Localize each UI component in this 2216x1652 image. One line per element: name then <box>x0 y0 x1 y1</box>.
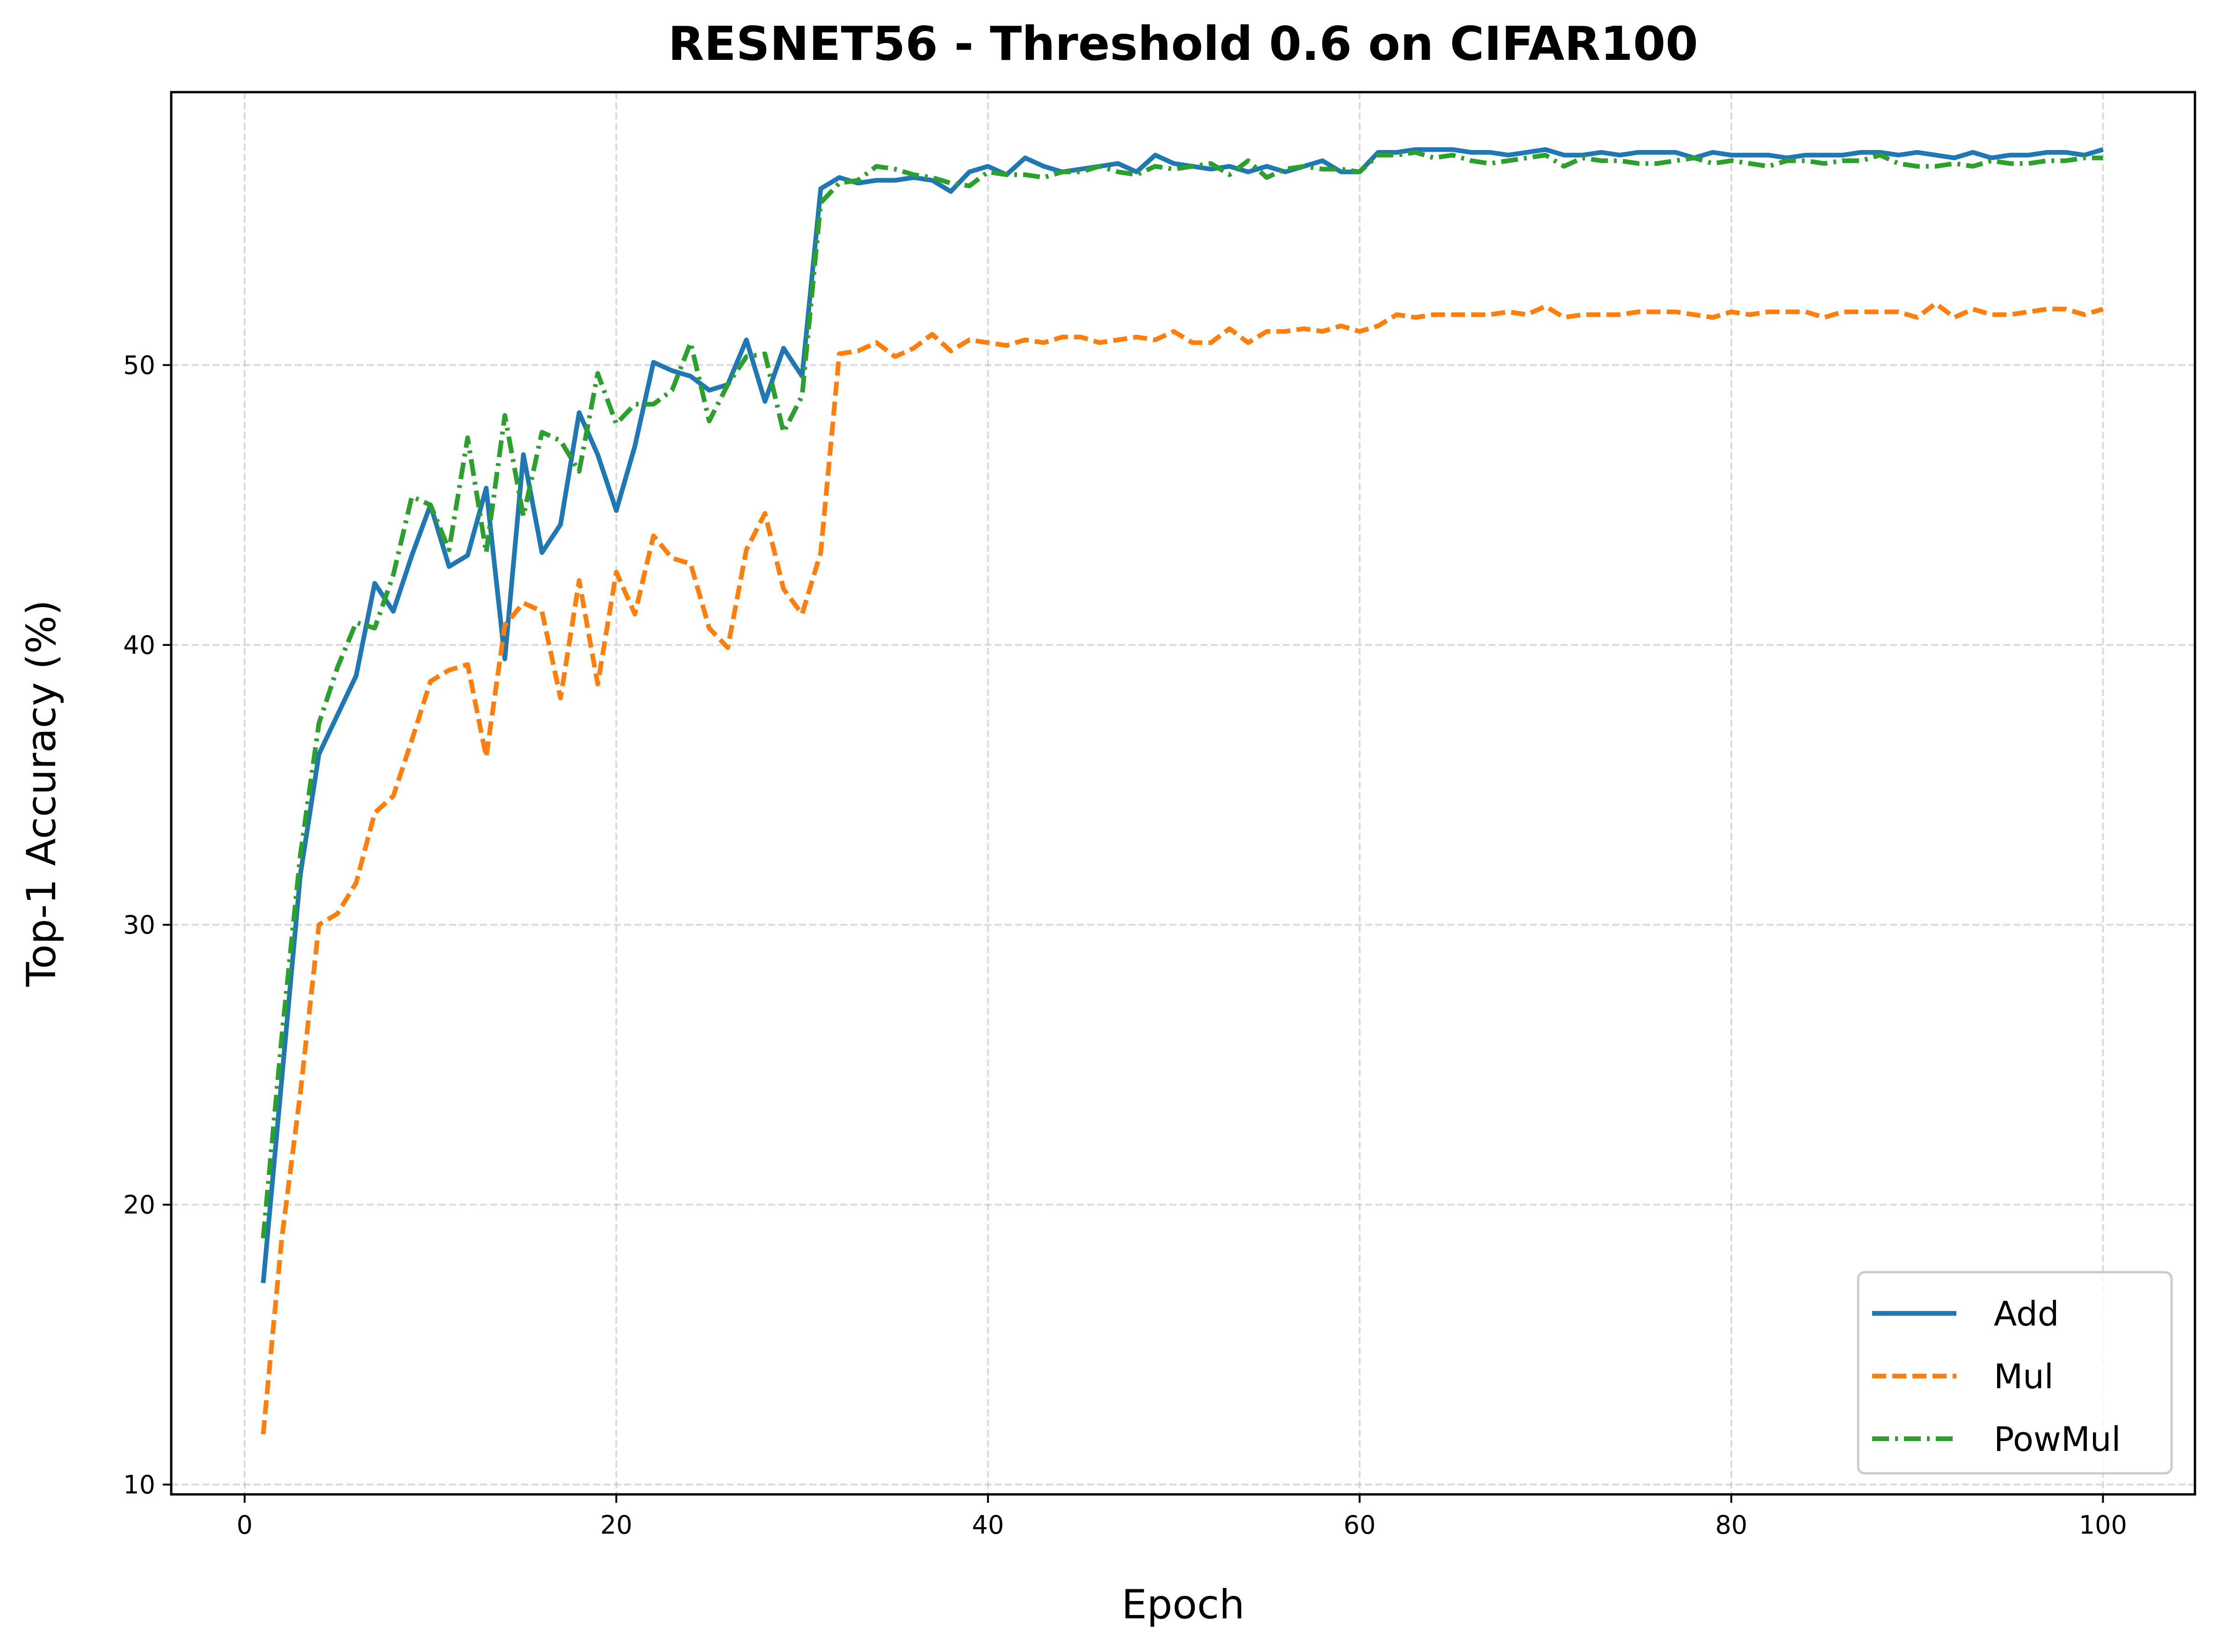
x-tick-label: 100 <box>2079 1510 2127 1540</box>
y-tick-label: 30 <box>123 910 155 940</box>
legend-label-add: Add <box>1994 1294 2059 1333</box>
x-tick-label: 80 <box>1715 1510 1748 1540</box>
y-tick-label: 40 <box>123 630 155 660</box>
series-line-add <box>261 147 2104 1283</box>
y-axis-title: Top-1 Accuracy (%) <box>18 600 65 987</box>
x-tick-label: 40 <box>972 1510 1004 1540</box>
legend: Add Mul PowMul <box>1857 1271 2173 1475</box>
axis-ticks: 0 20 40 60 80 100 10 20 30 40 50 <box>123 350 2127 1540</box>
chart-title: RESNET56 - Threshold 0.6 on CIFAR100 <box>668 16 1698 71</box>
y-tick-label: 10 <box>123 1470 155 1500</box>
series-line-powmul <box>261 150 2103 1239</box>
grid-lines <box>171 92 2195 1494</box>
x-tick-label: 20 <box>600 1510 632 1540</box>
legend-label-powmul: PowMul <box>1994 1420 2121 1459</box>
x-tick-label: 60 <box>1344 1510 1376 1540</box>
plot-frame <box>170 91 2196 1496</box>
legend-label-mul: Mul <box>1994 1357 2054 1396</box>
series-line-mul <box>261 301 2104 1435</box>
y-tick-label: 50 <box>123 350 155 380</box>
y-tick-label: 20 <box>123 1190 155 1220</box>
x-axis-title: Epoch <box>1121 1581 1244 1628</box>
legend-box <box>1857 1271 2173 1475</box>
series-layer <box>261 147 2104 1435</box>
x-tick-label: 0 <box>237 1510 253 1540</box>
